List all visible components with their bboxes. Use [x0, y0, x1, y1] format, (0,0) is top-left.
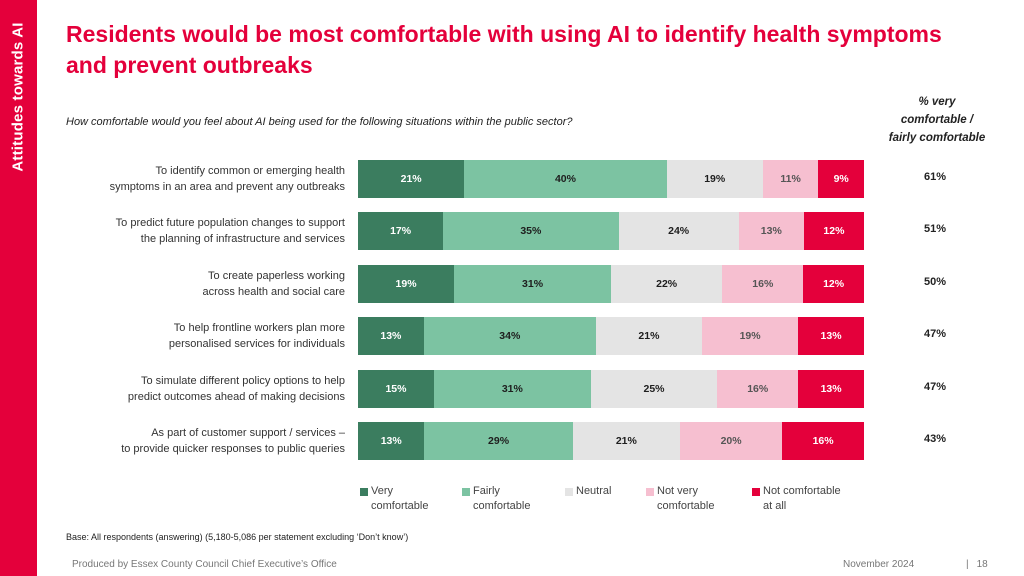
bar-segment-fairly-comfortable: 31% [433, 370, 591, 408]
side-tab: Attitudes towards AI [0, 0, 37, 576]
bar-segment-not-comfortable: 13% [798, 370, 864, 408]
bar-row: 17% 35% 24% 13% 12% [358, 212, 864, 250]
bar-segment-fairly-comfortable: 35% [443, 212, 619, 250]
bar-segment-not-comfortable: 12% [803, 265, 864, 303]
footer-separator: | [966, 559, 969, 570]
bar-segment-fairly-comfortable: 29% [424, 422, 573, 460]
bar-row: 13% 34% 21% 19% 13% [358, 317, 864, 355]
bar-segment-fairly-comfortable: 40% [464, 160, 667, 198]
legend-label: Not very comfortable [657, 485, 715, 512]
row-label: To predict future population changes to … [115, 217, 345, 245]
bar-segment-not-very: 16% [717, 370, 799, 408]
row-total: 61% [923, 171, 947, 183]
page-title: Residents would be most comfortable with… [66, 21, 942, 78]
legend-swatch [752, 488, 760, 496]
bar-segment-not-very: 16% [722, 265, 804, 303]
row-total: 50% [923, 276, 947, 288]
legend-label: Fairly comfortable [473, 485, 531, 512]
bar-segment-neutral: 22% [610, 265, 723, 303]
bar-segment-fairly-comfortable: 31% [454, 265, 611, 303]
bar-row: 21% 40% 19% 11% 9% [358, 160, 864, 198]
legend-label: Neutral [576, 485, 612, 497]
legend-label: Not comfortable at all [763, 485, 841, 512]
bar-segment-neutral: 19% [666, 160, 763, 198]
bar-segment-not-comfortable: 9% [818, 160, 864, 198]
bar-segment-very-comfortable: 19% [358, 265, 455, 303]
bar-row: 15% 31% 25% 16% 13% [358, 370, 864, 408]
bar-segment-neutral: 24% [618, 212, 739, 250]
bar-segment-fairly-comfortable: 34% [423, 317, 596, 355]
survey-question: How comfortable would you feel about AI … [66, 116, 573, 128]
row-total: 51% [923, 223, 947, 235]
bar-segment-very-comfortable: 15% [358, 370, 434, 408]
side-tab-label: Attitudes towards AI [9, 22, 27, 172]
footer-date: November 2024 [843, 559, 915, 570]
bar-segment-neutral: 25% [590, 370, 718, 408]
row-label: To create paperless working across healt… [202, 270, 345, 298]
percent-comfortable-header: % very comfortable / fairly comfortable [888, 96, 986, 144]
bar-segment-very-comfortable: 13% [358, 422, 425, 460]
bar-segment-neutral: 21% [572, 422, 680, 460]
row-total: 43% [923, 433, 947, 445]
bar-segment-not-very: 20% [679, 422, 783, 460]
bar-segment-not-comfortable: 12% [803, 212, 864, 250]
legend-item-not-comfortable: Not comfortable at all [752, 484, 841, 514]
bar-segment-very-comfortable: 17% [358, 212, 444, 250]
bar-segment-not-comfortable: 16% [782, 422, 864, 460]
row-label: To simulate different policy options to … [127, 375, 345, 403]
legend-item-very-comfortable: Very comfortable [360, 484, 428, 514]
base-note: Base: All respondents (answering) (5,180… [66, 532, 409, 542]
bar-segment-not-very: 13% [738, 212, 804, 250]
legend-swatch [360, 488, 368, 496]
page-number: 18 [976, 559, 988, 570]
legend-swatch [462, 488, 470, 496]
legend-item-fairly-comfortable: Fairly comfortable [462, 484, 530, 514]
footer-produced-by: Produced by Essex County Council Chief E… [72, 559, 337, 570]
bar-segment-not-very: 19% [702, 317, 799, 355]
row-label: To identify common or emerging health sy… [109, 165, 345, 193]
bar-row: 19% 31% 22% 16% 12% [358, 265, 864, 303]
legend-swatch [565, 488, 573, 496]
legend-label: Very comfortable [371, 485, 429, 512]
chart-legend: Very comfortable Fairly comfortable Neutra… [360, 484, 880, 518]
footer-page-number: | 18 [966, 559, 988, 570]
bar-segment-not-comfortable: 13% [798, 317, 864, 355]
row-total: 47% [923, 381, 947, 393]
bar-row: 13% 29% 21% 20% 16% [358, 422, 864, 460]
bar-segment-very-comfortable: 21% [358, 160, 465, 198]
bar-segment-neutral: 21% [595, 317, 703, 355]
bar-segment-not-very: 11% [762, 160, 819, 198]
legend-swatch [646, 488, 654, 496]
row-total: 47% [923, 328, 947, 340]
row-label: As part of customer support / services –… [121, 427, 345, 455]
legend-item-not-very: Not very comfortable [646, 484, 714, 514]
bar-segment-very-comfortable: 13% [358, 317, 424, 355]
legend-item-neutral: Neutral [565, 484, 611, 499]
row-label: To help frontline workers plan more pers… [168, 322, 345, 350]
